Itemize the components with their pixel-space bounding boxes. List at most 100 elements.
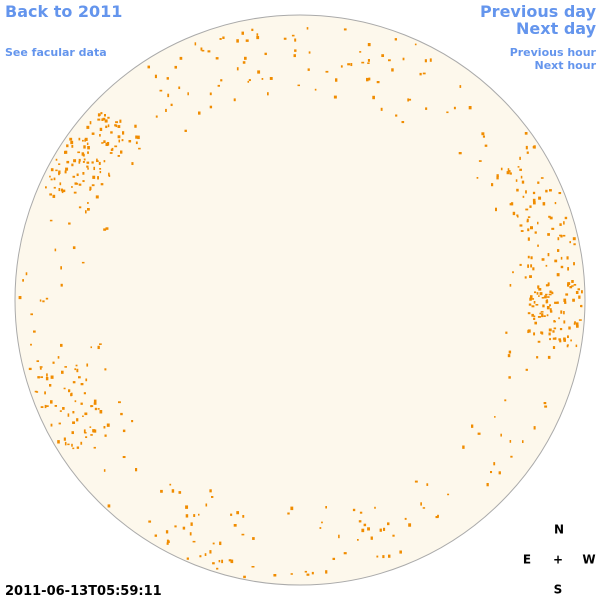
- facula: [343, 552, 347, 555]
- facula: [98, 161, 101, 165]
- facula: [166, 539, 169, 543]
- facula: [558, 317, 560, 320]
- facula: [524, 132, 528, 135]
- facula: [78, 160, 81, 164]
- facula: [570, 339, 572, 342]
- compass-south: S: [554, 583, 563, 597]
- facula: [311, 571, 314, 575]
- facula: [118, 139, 121, 143]
- facula: [554, 259, 558, 263]
- facula: [496, 176, 499, 180]
- facula: [89, 121, 92, 125]
- facular-link[interactable]: See facular data: [5, 46, 107, 59]
- facula: [185, 505, 189, 509]
- facula: [533, 317, 536, 320]
- facula: [273, 574, 277, 577]
- facula: [529, 275, 532, 279]
- facula: [178, 491, 182, 494]
- facula: [343, 28, 347, 31]
- facula: [256, 36, 260, 40]
- facula: [71, 431, 74, 435]
- facula: [50, 168, 54, 172]
- facula: [107, 504, 111, 508]
- facula: [578, 295, 581, 299]
- facula: [78, 183, 82, 186]
- facula: [525, 145, 528, 150]
- facula: [290, 506, 294, 511]
- facula: [507, 168, 510, 172]
- facula: [233, 98, 236, 102]
- previous-day-link[interactable]: Previous day: [480, 2, 597, 21]
- facula: [121, 139, 124, 142]
- facula: [261, 78, 264, 80]
- facula: [325, 570, 328, 574]
- facula: [308, 51, 311, 54]
- facula: [563, 221, 565, 225]
- facula: [547, 355, 551, 359]
- facula: [57, 440, 60, 444]
- facula: [459, 85, 462, 88]
- facula: [89, 426, 92, 428]
- facula: [484, 144, 488, 147]
- facula: [243, 575, 246, 579]
- next-hour-link[interactable]: Next hour: [535, 59, 597, 72]
- facula: [87, 167, 89, 170]
- facula: [30, 313, 33, 316]
- facula: [510, 202, 514, 206]
- facula: [166, 77, 169, 80]
- facula: [568, 327, 571, 329]
- facula: [352, 508, 356, 512]
- facula: [63, 387, 66, 390]
- facula: [519, 263, 522, 266]
- facula: [383, 527, 386, 531]
- facula: [252, 537, 255, 540]
- facula: [429, 58, 432, 62]
- facula: [566, 256, 569, 260]
- facula: [333, 95, 337, 99]
- facula: [89, 189, 91, 191]
- facula: [564, 301, 567, 304]
- facula: [447, 493, 450, 496]
- facula: [462, 445, 465, 449]
- facula: [572, 237, 576, 241]
- facula: [297, 84, 301, 87]
- facula: [414, 480, 418, 483]
- facula: [169, 483, 172, 486]
- facula: [575, 291, 579, 294]
- facula: [99, 134, 101, 137]
- previous-hour-link[interactable]: Previous hour: [510, 46, 597, 59]
- facula: [506, 171, 510, 175]
- facula: [543, 315, 546, 318]
- facula: [66, 160, 70, 164]
- facula: [563, 338, 566, 342]
- facula: [560, 265, 564, 269]
- compass-north: N: [554, 523, 564, 537]
- facula: [515, 179, 518, 182]
- facula: [93, 429, 97, 433]
- facula: [370, 536, 373, 540]
- facula: [532, 146, 536, 149]
- facula: [165, 108, 167, 112]
- facula: [408, 523, 412, 527]
- facula: [71, 392, 73, 396]
- back-link[interactable]: Back to 2011: [5, 2, 122, 21]
- facula: [28, 367, 32, 371]
- facula: [519, 224, 523, 227]
- facula: [527, 264, 530, 268]
- next-day-link[interactable]: Next day: [516, 19, 597, 38]
- facula: [536, 356, 539, 359]
- facula: [106, 142, 110, 146]
- facula: [58, 163, 61, 165]
- facula: [45, 405, 49, 407]
- facula: [108, 174, 111, 177]
- facula: [68, 222, 71, 225]
- facula: [531, 305, 535, 308]
- facula: [86, 363, 89, 367]
- facula: [103, 469, 106, 472]
- facula: [493, 462, 496, 466]
- facula: [45, 186, 47, 189]
- facula: [87, 208, 90, 211]
- facula: [83, 158, 86, 161]
- facula: [167, 93, 170, 98]
- facula: [212, 562, 215, 565]
